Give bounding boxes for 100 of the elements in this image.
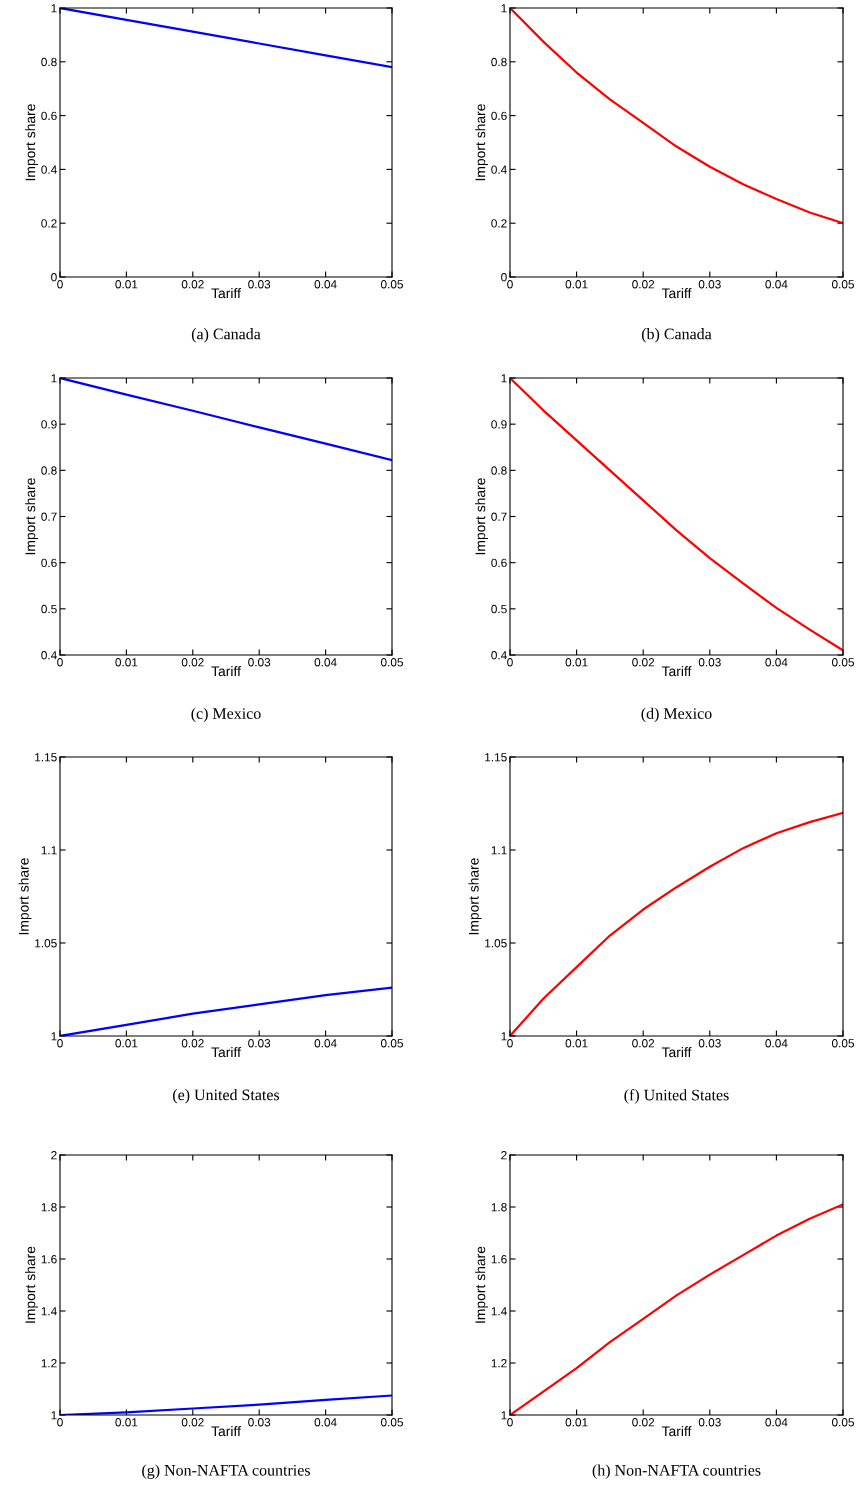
x-tick-label: 0.03 (248, 1039, 271, 1048)
x-tick-label: 0.01 (115, 280, 138, 289)
text: (f) United States (624, 1089, 729, 1104)
x-axis-title: Tariff (661, 1426, 692, 1437)
x-tick-label: 0.02 (632, 1039, 655, 1048)
y-tick-label: 1.15 (35, 753, 57, 762)
x-tick-label: 0.02 (181, 1418, 204, 1427)
y-tick-label: 0.6 (491, 558, 507, 568)
y-tick-label: 1.2 (41, 1359, 57, 1368)
y-tick-label: 2 (501, 1151, 507, 1160)
y-tick-label: 1 (51, 1411, 57, 1420)
y-axis-title: Import share (475, 104, 489, 181)
y-tick-label: 0.4 (491, 651, 507, 660)
x-tick-label: 0.04 (765, 658, 788, 667)
y-tick-label: 0.7 (491, 512, 507, 521)
y-tick-label: 0.8 (491, 466, 507, 475)
y-tick-label: 1.8 (491, 1203, 507, 1212)
x-axis-title: Tariff (211, 1047, 241, 1058)
y-tick-label: 0.2 (491, 219, 507, 228)
y-tick-label: 0.6 (491, 111, 507, 120)
y-tick-label: 0 (51, 273, 57, 282)
x-tick-label: 0 (507, 280, 513, 289)
y-tick-label: 0 (501, 273, 507, 282)
x-tick-label: 0.02 (632, 280, 655, 289)
y-tick-label: 1.1 (491, 846, 507, 855)
y-tick-label: 0.8 (41, 57, 57, 67)
x-tick-label: 0 (57, 658, 63, 667)
x-tick-label: 0.03 (698, 1039, 721, 1048)
y-tick-label: 1 (501, 374, 507, 383)
y-tick-label: 0.8 (41, 466, 57, 475)
x-tick-label: 0.01 (115, 658, 138, 667)
y-tick-label: 1.15 (485, 753, 507, 762)
y-tick-label: 1 (51, 4, 57, 13)
x-axis-title: Tariff (661, 666, 692, 677)
y-tick-label: 0.7 (41, 512, 57, 521)
x-tick-label: 0.03 (248, 658, 271, 667)
x-tick-label: 0.05 (831, 658, 854, 667)
x-tick-label: 0.01 (115, 1418, 138, 1427)
text: (a) Canada (191, 328, 261, 343)
x-tick-label: 0.02 (181, 280, 204, 289)
y-tick-label: 0.9 (491, 420, 507, 429)
text: (b) Canada (641, 328, 712, 343)
text: (d) Mexico (641, 707, 712, 723)
x-tick-label: 0.05 (831, 280, 854, 289)
y-tick-label: 1 (501, 1032, 507, 1041)
text: (g) Non-NAFTA countries (142, 1464, 310, 1479)
x-axis-title: Tariff (211, 666, 241, 677)
y-tick-label: 0.4 (41, 165, 57, 174)
y-tick-label: 0.4 (41, 651, 57, 660)
x-tick-label: 0.05 (380, 1418, 403, 1427)
x-tick-label: 0.04 (314, 658, 337, 667)
text: (h) Non-NAFTA countries (592, 1464, 761, 1479)
text: (e) United States (173, 1089, 280, 1104)
x-tick-label: 0.01 (565, 658, 588, 667)
y-tick-label: 1 (51, 1032, 57, 1041)
y-axis-title: Import share (18, 858, 32, 935)
x-tick-label: 0.02 (181, 658, 204, 667)
y-axis-title: Import share (468, 858, 482, 935)
y-axis-title: Import share (25, 478, 39, 555)
x-tick-label: 0.05 (831, 1039, 854, 1048)
y-axis-title: Import share (475, 1246, 489, 1323)
x-tick-label: 0 (57, 1039, 63, 1048)
y-tick-label: 0.6 (41, 558, 57, 568)
y-tick-label: 0.6 (41, 111, 57, 120)
y-tick-label: 0.8 (491, 57, 507, 67)
x-tick-label: 0 (507, 1418, 513, 1427)
x-tick-label: 0.05 (380, 658, 403, 667)
line-series (510, 378, 843, 652)
x-tick-label: 0.03 (698, 1418, 721, 1427)
x-axis-title: Tariff (661, 288, 692, 299)
text: (c) Mexico (191, 707, 261, 723)
x-tick-label: 0.04 (765, 1418, 788, 1427)
y-tick-label: 0.4 (491, 165, 507, 174)
y-axis-title: Import share (475, 478, 489, 555)
y-tick-label: 0.5 (491, 604, 507, 614)
x-tick-label: 0.04 (314, 1039, 337, 1048)
x-tick-label: 0.04 (765, 280, 788, 289)
y-tick-label: 1.8 (41, 1203, 57, 1212)
x-tick-label: 0.02 (632, 1418, 655, 1427)
x-tick-label: 0.01 (115, 1039, 138, 1048)
x-tick-label: 0.02 (632, 658, 655, 667)
x-tick-label: 0.03 (698, 658, 721, 667)
y-tick-label: 1 (51, 374, 57, 383)
x-tick-label: 0 (57, 1418, 63, 1427)
x-tick-label: 0.05 (380, 280, 403, 289)
x-axis-title: Tariff (211, 288, 241, 299)
x-tick-label: 0.03 (248, 1418, 271, 1427)
x-tick-label: 0.03 (248, 280, 271, 289)
y-axis-title: Import share (25, 104, 39, 181)
y-tick-label: 1.2 (491, 1359, 507, 1368)
y-tick-label: 2 (51, 1151, 57, 1160)
x-tick-label: 0.01 (565, 1039, 588, 1048)
x-tick-label: 0.01 (565, 1418, 588, 1427)
y-tick-label: 1 (501, 4, 507, 13)
y-tick-label: 1.6 (41, 1255, 57, 1264)
x-tick-label: 0.01 (565, 280, 588, 289)
x-tick-label: 0 (507, 658, 513, 667)
x-tick-label: 0.02 (181, 1039, 204, 1048)
x-tick-label: 0 (507, 1039, 513, 1048)
x-axis-title: Tariff (661, 1047, 692, 1058)
